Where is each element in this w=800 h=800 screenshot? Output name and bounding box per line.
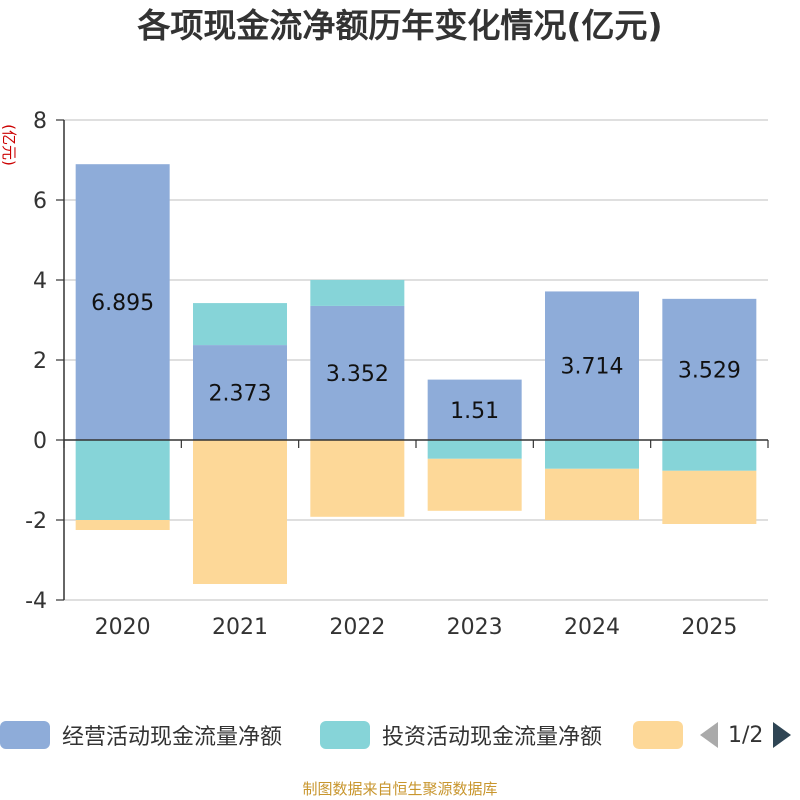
legend-swatch-financing [633, 721, 683, 749]
data-label-2024: 3.714 [561, 355, 624, 380]
bar-2022-series-1[interactable] [310, 279, 405, 306]
y-tick-label-4: 0 [33, 429, 47, 454]
legend-label-operating: 经营活动现金流量净额 [62, 725, 283, 750]
bar-2023-series-1[interactable] [427, 440, 522, 459]
x-tick-label-2020: 2020 [95, 615, 151, 640]
bar-2021-series-0[interactable] [193, 345, 287, 440]
bar-2021-series-2[interactable] [193, 440, 287, 584]
x-tick-label-2025: 2025 [681, 615, 737, 640]
legend-item-financing[interactable] [633, 715, 695, 755]
legend-swatch-operating [0, 721, 50, 749]
bar-2025-series-1[interactable] [662, 440, 757, 471]
data-label-2023: 1.51 [450, 399, 499, 424]
x-tick-label-2024: 2024 [564, 615, 620, 640]
bar-2024-series-0[interactable] [545, 291, 639, 440]
y-tick-label-0: 8 [33, 109, 47, 134]
data-label-2022: 3.352 [326, 362, 389, 387]
x-tick-label-2023: 2023 [447, 615, 503, 640]
legend-swatch-investing [320, 721, 370, 749]
y-axis-label: (亿元) [0, 124, 18, 166]
bar-2022-series-0[interactable] [310, 305, 405, 440]
bar-2025-series-0[interactable] [662, 298, 757, 440]
legend-item-operating[interactable]: 经营活动现金流量净额 [0, 715, 282, 755]
bar-2020-series-1[interactable] [75, 440, 170, 520]
chevron-left-icon[interactable] [700, 722, 718, 748]
source-note: 制图数据来自恒生聚源数据库 [302, 780, 498, 798]
legend-item-investing[interactable]: 投资活动现金流量净额 [320, 715, 602, 755]
y-tick-label-1: 6 [33, 189, 47, 214]
x-tick-label-2021: 2021 [212, 615, 268, 640]
bar-2020-series-2[interactable] [75, 520, 170, 530]
legend-pager: 1/2 [700, 715, 792, 755]
x-tick-label-2022: 2022 [329, 615, 385, 640]
legend: 经营活动现金流量净额 投资活动现金流量净额 1/2 [0, 715, 800, 755]
bars [75, 164, 757, 584]
bar-2024-series-1[interactable] [545, 440, 639, 469]
chevron-right-icon[interactable] [773, 722, 792, 748]
data-label-2021: 2.373 [209, 382, 272, 407]
bar-2023-series-2[interactable] [427, 458, 522, 511]
bar-2025-series-2[interactable] [662, 470, 757, 524]
y-tick-label-6: -4 [25, 589, 47, 614]
bar-2024-series-2[interactable] [545, 468, 639, 520]
data-label-2020: 6.895 [91, 291, 154, 316]
y-tick-label-5: -2 [25, 509, 47, 534]
data-label-2025: 3.529 [678, 358, 741, 383]
y-tick-label-3: 2 [33, 349, 47, 374]
chart-title: 各项现金流净额历年变化情况(亿元) [137, 6, 663, 45]
bar-2023-series-0[interactable] [427, 379, 522, 440]
bar-2021-series-1[interactable] [193, 303, 287, 346]
bar-2022-series-2[interactable] [310, 440, 405, 517]
bar-2020-series-0[interactable] [75, 164, 170, 440]
legend-label-investing: 投资活动现金流量净额 [382, 725, 603, 750]
grid-lines [64, 119, 768, 601]
y-tick-label-2: 4 [33, 269, 47, 294]
data-labels: 6.895 2.373 3.352 1.51 3.714 3.529 [91, 291, 741, 424]
stacked-bar-chart: (亿元) 8 6 4 2 0 -2 -4 2020 2021 2022 2023 2024 2025 6… [0, 109, 769, 640]
legend-page-indicator: 1/2 [728, 722, 764, 748]
axes: 8 6 4 2 0 -2 -4 2020 2021 2022 2023 2024 2025 [25, 109, 769, 640]
